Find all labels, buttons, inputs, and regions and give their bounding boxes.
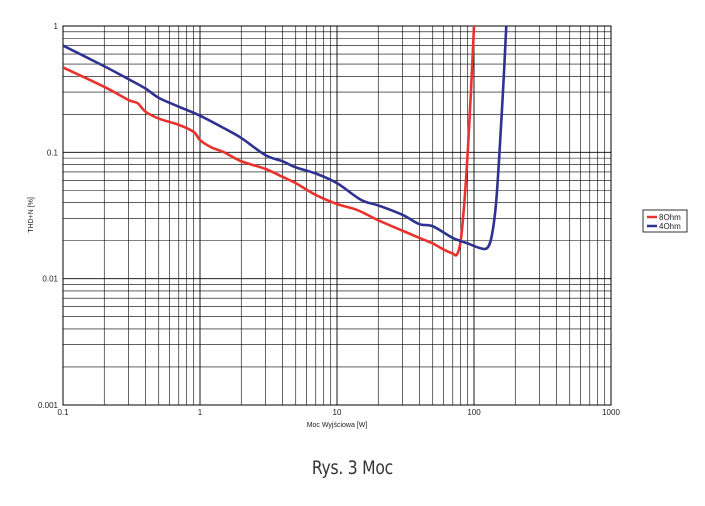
figure-caption: Rys. 3 Moc [311, 457, 393, 479]
y-tick-label: 1 [54, 22, 59, 31]
x-tick-label: 10 [333, 408, 342, 417]
y-tick-label: 0.1 [47, 148, 59, 157]
y-axis-label: THD+N [%] [28, 197, 35, 233]
y-tick-label: 0.001 [38, 401, 59, 410]
y-tick-labels: 1 0.1 0.01 0.001 [38, 22, 59, 410]
x-axis-label: Moc Wyjściowa [W] [307, 422, 368, 429]
series-line-8ohm [63, 26, 476, 257]
x-tick-label: 1 [198, 408, 203, 417]
x-tick-labels: 0.1 1 10 100 1000 [57, 408, 620, 417]
x-tick-label: 0.1 [57, 408, 69, 417]
y-tick-label: 0.01 [42, 275, 58, 284]
x-tick-label: 1000 [602, 408, 620, 417]
series-lines [63, 26, 508, 257]
grid [62, 26, 611, 406]
legend-label-4ohm: 4Ohm [659, 222, 681, 231]
x-tick-label: 100 [467, 408, 481, 417]
series-line-4ohm [63, 26, 508, 251]
plot-area [62, 25, 612, 406]
legend-label-8ohm: 8Ohm [659, 213, 681, 222]
